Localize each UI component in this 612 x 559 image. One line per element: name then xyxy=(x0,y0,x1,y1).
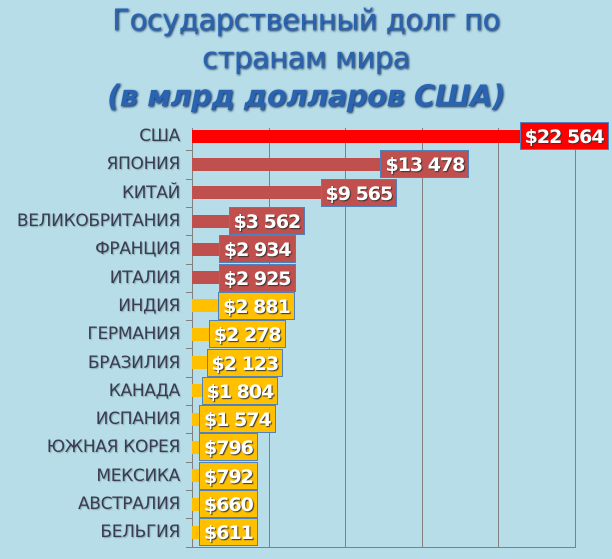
bar xyxy=(192,525,202,539)
y-tick xyxy=(186,518,192,519)
category-label: США xyxy=(139,126,180,147)
y-tick xyxy=(186,490,192,491)
data-label: $2 278 xyxy=(208,320,286,349)
y-tick xyxy=(186,547,192,548)
category-label: МЕКСИКА xyxy=(96,465,180,486)
data-label: $2 123 xyxy=(206,348,284,377)
category-label: ЯПОНИЯ xyxy=(106,154,181,175)
category-label: ГЕРМАНИЯ xyxy=(87,324,180,345)
data-label: $9 565 xyxy=(320,178,398,207)
y-tick xyxy=(186,377,192,378)
data-label: $1 574 xyxy=(199,405,276,434)
data-label: $2 934 xyxy=(218,235,296,264)
data-label: $22 564 xyxy=(519,122,609,151)
y-tick xyxy=(186,207,192,208)
chart-title-line-2: странам мира xyxy=(202,41,410,75)
data-label: $1 804 xyxy=(201,376,279,405)
category-label: ЮЖНАЯ КОРЕЯ xyxy=(46,437,181,458)
y-tick xyxy=(186,150,192,151)
bar xyxy=(192,186,339,200)
data-label: $13 478 xyxy=(380,150,470,179)
chart-subtitle: (в млрд долларов США) xyxy=(107,79,505,113)
bar xyxy=(192,157,399,171)
data-label: $660 xyxy=(199,490,258,519)
gridline xyxy=(498,128,499,548)
gridline xyxy=(422,128,423,548)
data-label: $3 562 xyxy=(228,207,306,236)
gridline xyxy=(575,128,576,548)
category-label: ВЕЛИКОБРИТАНИЯ xyxy=(16,211,180,232)
category-label: АВСТРАЛИЯ xyxy=(77,494,180,515)
y-tick xyxy=(186,462,192,463)
y-tick xyxy=(186,320,192,321)
category-label: ИТАЛИЯ xyxy=(109,267,181,288)
category-label: ФРАНЦИЯ xyxy=(95,239,180,260)
data-label: $611 xyxy=(199,518,258,547)
data-label: $796 xyxy=(199,433,258,462)
bar xyxy=(192,129,538,143)
y-tick xyxy=(186,179,192,180)
y-tick xyxy=(186,348,192,349)
category-label: КАНАДА xyxy=(108,380,181,401)
bar xyxy=(192,497,203,511)
category-label: БРАЗИЛИЯ xyxy=(87,352,180,373)
x-axis xyxy=(192,547,575,548)
gridline xyxy=(345,128,346,548)
y-tick xyxy=(186,292,192,293)
y-tick xyxy=(186,433,192,434)
y-tick xyxy=(186,405,192,406)
category-label: КИТАЙ xyxy=(121,182,180,203)
y-tick xyxy=(186,264,192,265)
chart-title-line-1: Государственный долг по xyxy=(112,3,500,37)
data-label: $2 925 xyxy=(218,263,296,292)
data-label: $792 xyxy=(199,461,258,490)
category-label: БЕЛЬГИЯ xyxy=(100,522,180,543)
data-label: $2 881 xyxy=(218,291,295,320)
y-tick xyxy=(186,235,192,236)
category-label: ИНДИЯ xyxy=(118,295,180,316)
category-label: ИСПАНИЯ xyxy=(95,409,181,430)
